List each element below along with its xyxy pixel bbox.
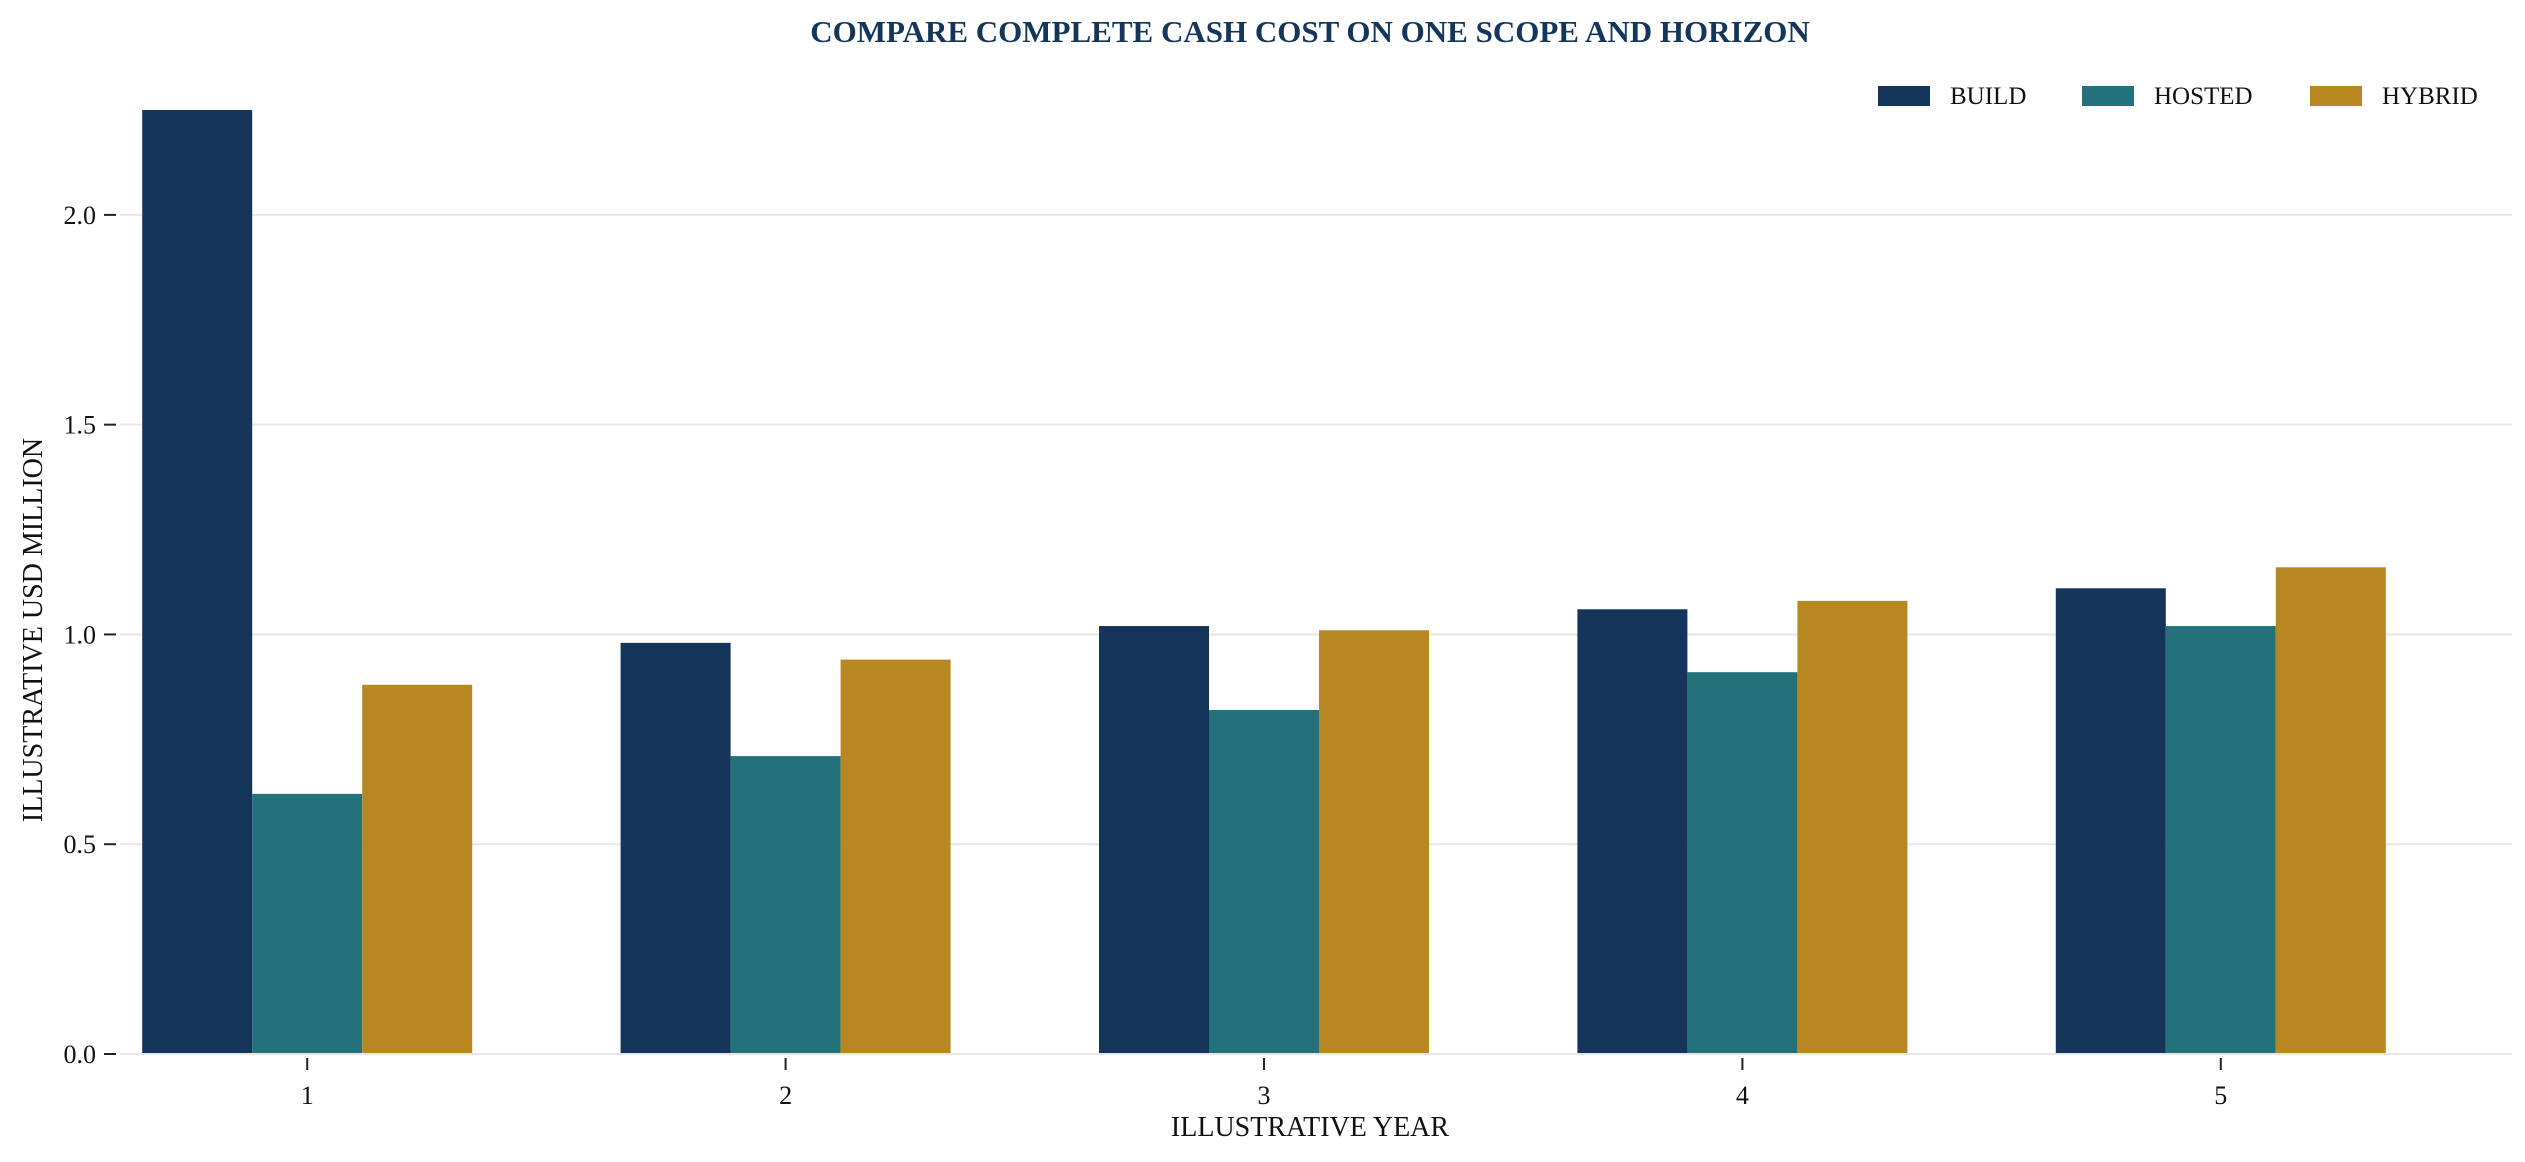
bar-hosted-year-5 [2165, 626, 2276, 1054]
y-tick-label: 1.5 [64, 411, 97, 440]
bar-build-year-1 [142, 110, 253, 1054]
y-tick-label: 2.0 [64, 201, 97, 230]
bar-hybrid-year-4 [1797, 600, 1908, 1054]
bar-hosted-year-4 [1687, 672, 1798, 1054]
bar-build-year-2 [620, 642, 731, 1054]
legend-label-hybrid: HYBRID [2382, 83, 2478, 110]
bar-build-year-5 [2055, 588, 2166, 1054]
legend-label-build: BUILD [1950, 83, 2026, 110]
x-axis-label: ILLUSTRATIVE YEAR [1171, 1112, 1449, 1143]
x-tick-label: 5 [2214, 1081, 2227, 1110]
legend: BUILD HOSTED HYBRID [1878, 83, 2478, 110]
x-tick-label: 3 [1258, 1081, 1271, 1110]
y-axis: 0.0 0.5 1.0 1.5 2.0 [64, 201, 116, 1069]
bar-hybrid-year-2 [840, 659, 951, 1054]
legend-label-hosted: HOSTED [2154, 83, 2253, 110]
bar-hosted-year-1 [252, 793, 363, 1054]
legend-swatch-hosted [2082, 86, 2134, 106]
chart-title: COMPARE COMPLETE CASH COST ON ONE SCOPE … [810, 14, 1810, 49]
y-axis-label: ILLUSTRATIVE USD MILLION [18, 438, 49, 822]
bar-hosted-year-2 [730, 756, 841, 1054]
bar-build-year-3 [1099, 626, 1209, 1054]
bars [142, 110, 2386, 1054]
legend-swatch-build [1878, 86, 1930, 106]
bar-hybrid-year-3 [1319, 630, 1429, 1054]
x-axis: 1 2 3 4 5 [120, 1053, 2512, 1110]
y-tick-label: 0.0 [64, 1040, 97, 1069]
legend-swatch-hybrid [2310, 86, 2362, 106]
y-tick-label: 0.5 [64, 830, 97, 859]
y-tick-label: 1.0 [64, 620, 97, 649]
x-tick-label: 1 [301, 1081, 314, 1110]
x-tick-label: 2 [779, 1081, 792, 1110]
bar-hybrid-year-1 [362, 684, 473, 1054]
x-tick-label: 4 [1736, 1081, 1749, 1110]
bar-hybrid-year-5 [2275, 567, 2386, 1054]
bar-hosted-year-3 [1209, 709, 1319, 1054]
bar-build-year-4 [1577, 609, 1688, 1054]
